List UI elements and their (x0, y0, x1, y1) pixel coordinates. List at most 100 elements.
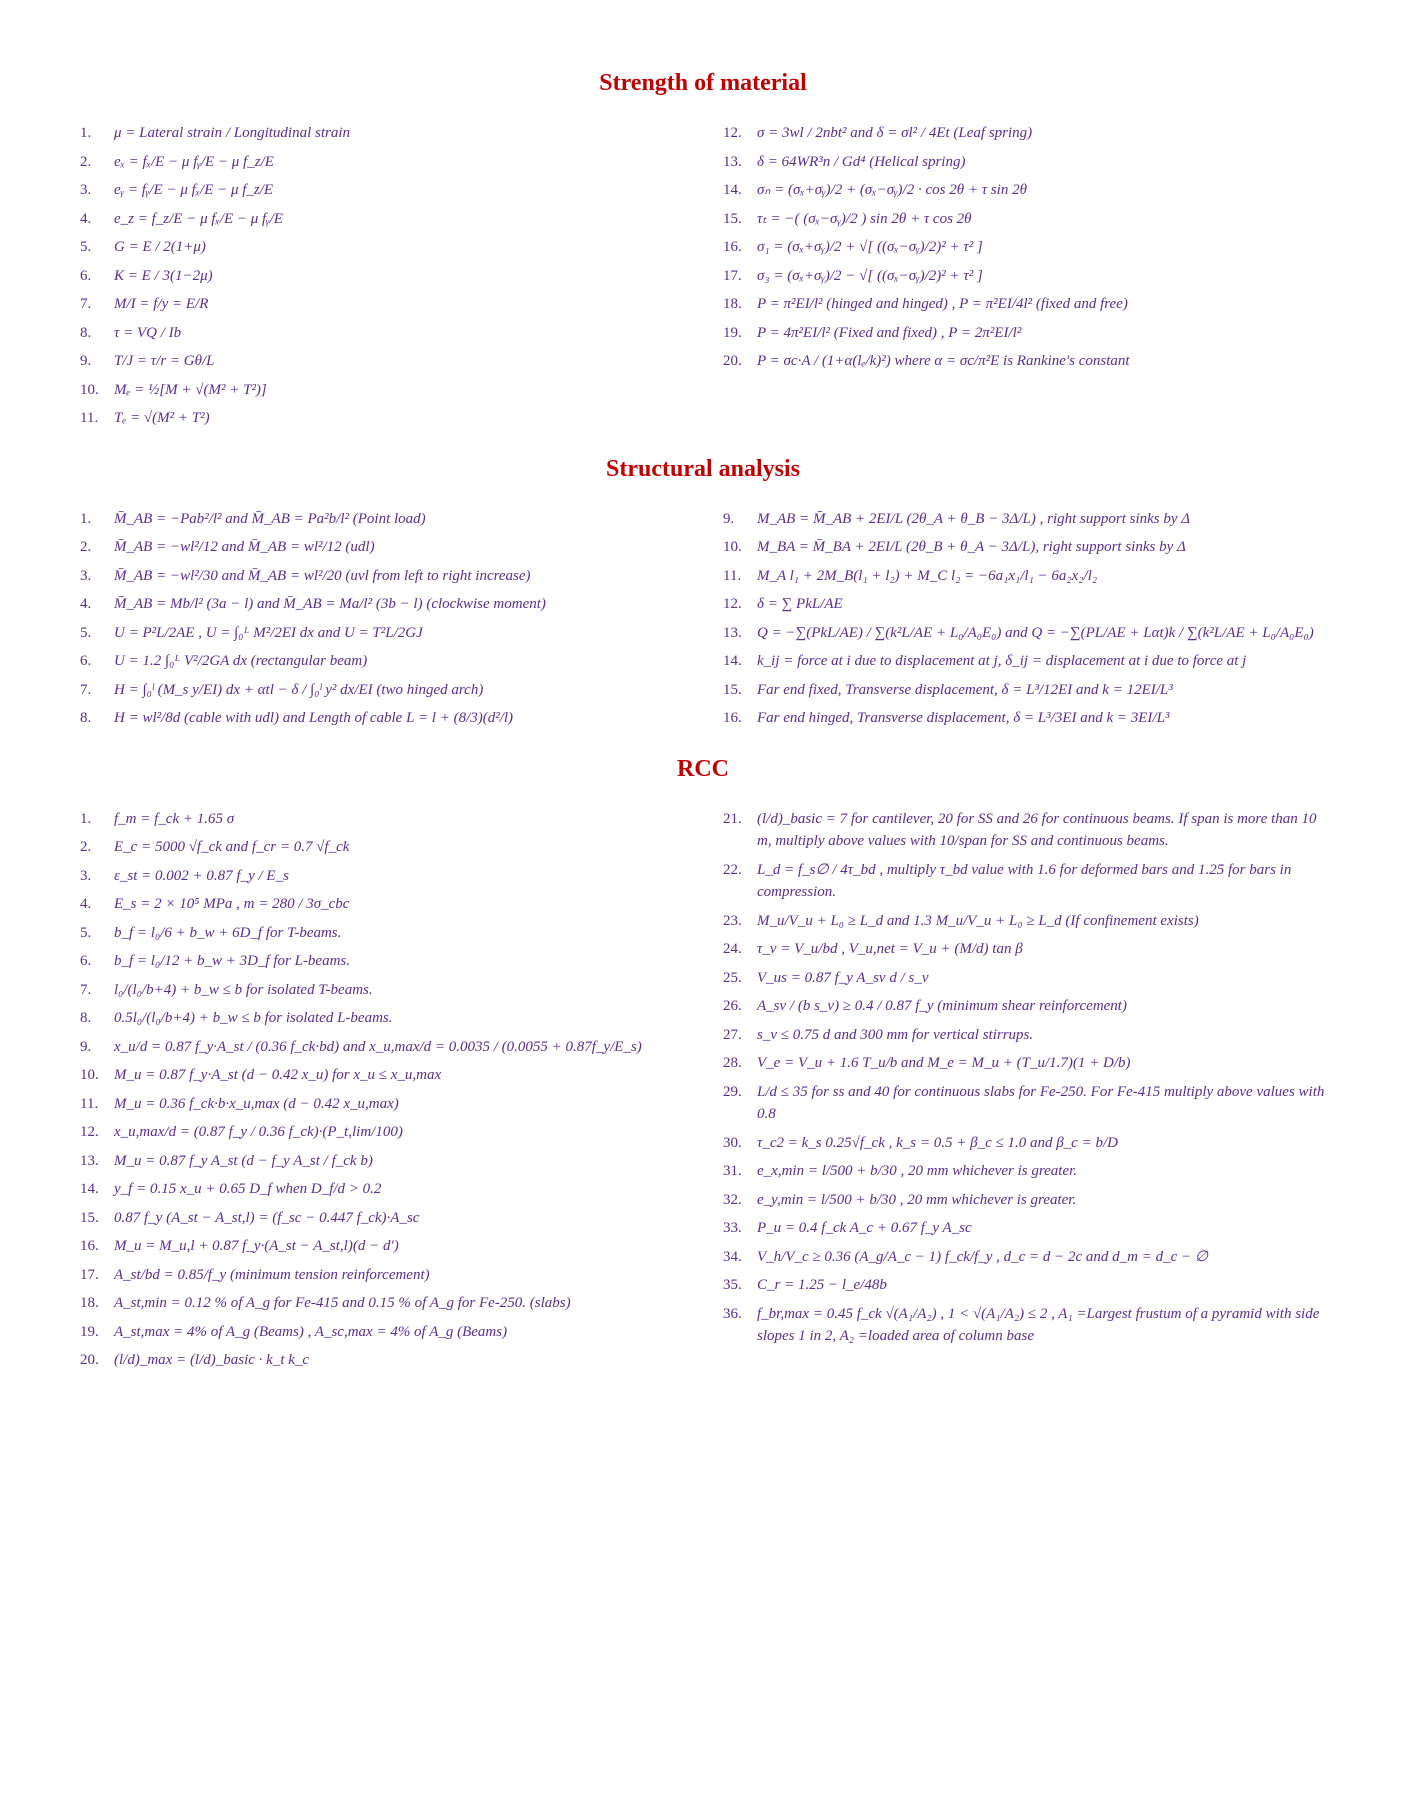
item-number: 13. (80, 1150, 114, 1173)
item-number: 32. (723, 1189, 757, 1212)
formula-item: 5.U = P²L/2AE , U = ∫₀ᴸ M²/2EI dx and U … (80, 622, 683, 645)
formula-item: 5.G = E / 2(1+μ) (80, 236, 683, 259)
item-formula: E_s = 2 × 10⁵ MPa , m = 280 / 3σ_cbc (114, 893, 349, 916)
formula-item: 23.M_u/V_u + L₀ ≥ L_d and 1.3 M_u/V_u + … (723, 910, 1326, 933)
item-formula: τ_v = V_u/bd , V_u,net = V_u + (M/d) tan… (757, 938, 1023, 961)
item-number: 3. (80, 865, 114, 888)
formula-item: 14.y_f = 0.15 x_u + 0.65 D_f when D_f/d … (80, 1178, 683, 1201)
item-formula: τ_c2 = k_s 0.25√f_ck , k_s = 0.5 + β_c ≤… (757, 1132, 1118, 1155)
item-number: 6. (80, 950, 114, 973)
item-number: 10. (723, 536, 757, 559)
formula-item: 11.M_A l₁ + 2M_B(l₁ + l₂) + M_C l₂ = −6a… (723, 565, 1326, 588)
item-number: 36. (723, 1303, 757, 1326)
item-formula: σₙ = (σₓ+σᵧ)/2 + (σₓ−σᵧ)/2 · cos 2θ + τ … (757, 179, 1027, 202)
item-number: 5. (80, 236, 114, 259)
formula-item: 4.e_z = f_z/E − μ fₓ/E − μ fᵧ/E (80, 208, 683, 231)
formula-item: 17.A_st/bd = 0.85/f_y (minimum tension r… (80, 1264, 683, 1287)
formula-item: 13.δ = 64WR³n / Gd⁴ (Helical spring) (723, 151, 1326, 174)
item-formula: M̄_AB = −Pab²/l² and M̄_AB = Pa²b/l² (Po… (114, 508, 426, 531)
item-number: 14. (723, 650, 757, 673)
item-number: 26. (723, 995, 757, 1018)
item-number: 15. (80, 1207, 114, 1230)
formula-item: 9.T/J = τ/r = Gθ/L (80, 350, 683, 373)
item-formula: 0.87 f_y (A_st − A_st,l) = (f_sc − 0.447… (114, 1207, 419, 1230)
item-number: 30. (723, 1132, 757, 1155)
formula-item: 25.V_us = 0.87 f_y A_sv d / s_v (723, 967, 1326, 990)
item-formula: A_sv / (b s_v) ≥ 0.4 / 0.87 f_y (minimum… (757, 995, 1127, 1018)
formula-item: 1.f_m = f_ck + 1.65 σ (80, 808, 683, 831)
item-formula: b_f = l₀/6 + b_w + 6D_f for T-beams. (114, 922, 341, 945)
item-formula: σ₁ = (σₓ+σᵧ)/2 + √[ ((σₓ−σᵧ)/2)² + τ² ] (757, 236, 983, 259)
formula-item: 7.l₀/(l₀/b+4) + b_w ≤ b for isolated T-b… (80, 979, 683, 1002)
section-title-sa: Structural analysis (80, 456, 1326, 483)
formula-item: 5.b_f = l₀/6 + b_w + 6D_f for T-beams. (80, 922, 683, 945)
item-number: 9. (723, 508, 757, 531)
item-number: 2. (80, 536, 114, 559)
formula-item: 19.P = 4π²EI/l² (Fixed and fixed) , P = … (723, 322, 1326, 345)
item-number: 3. (80, 179, 114, 202)
item-formula: b_f = l₀/12 + b_w + 3D_f for L-beams. (114, 950, 350, 973)
item-number: 4. (80, 893, 114, 916)
item-number: 4. (80, 593, 114, 616)
item-number: 17. (80, 1264, 114, 1287)
formula-item: 2.eₓ = fₓ/E − μ fᵧ/E − μ f_z/E (80, 151, 683, 174)
item-number: 15. (723, 679, 757, 702)
item-formula: x_u,max/d = (0.87 f_y / 0.36 f_ck)·(P_t,… (114, 1121, 403, 1144)
item-number: 9. (80, 350, 114, 373)
section-title-rcc: RCC (80, 756, 1326, 783)
formula-item: 17.σ₃ = (σₓ+σᵧ)/2 − √[ ((σₓ−σᵧ)/2)² + τ²… (723, 265, 1326, 288)
item-formula: f_br,max = 0.45 f_ck √(A₁/A₂) , 1 < √(A₁… (757, 1303, 1326, 1348)
item-formula: L/d ≤ 35 for ss and 40 for continuous sl… (757, 1081, 1326, 1126)
formula-item: 24.τ_v = V_u/bd , V_u,net = V_u + (M/d) … (723, 938, 1326, 961)
sa-right-col: 9.M_AB = M̄_AB + 2EI/L (2θ_A + θ_B − 3Δ/… (723, 508, 1326, 736)
item-formula: Far end fixed, Transverse displacement, … (757, 679, 1173, 702)
item-formula: A_st,min = 0.12 % of A_g for Fe-415 and … (114, 1292, 571, 1315)
formula-item: 12.δ = ∑ PkL/AE (723, 593, 1326, 616)
formula-item: 2.M̄_AB = −wl²/12 and M̄_AB = wl²/12 (ud… (80, 536, 683, 559)
item-formula: ε_st = 0.002 + 0.87 f_y / E_s (114, 865, 289, 888)
item-formula: δ = ∑ PkL/AE (757, 593, 843, 616)
som-right-col: 12.σ = 3wl / 2nbt² and δ = σl² / 4Et (Le… (723, 122, 1326, 436)
formula-item: 7.H = ∫₀ˡ (M_s y/EI) dx + αtl − δ / ∫₀ˡ … (80, 679, 683, 702)
item-formula: M̄_AB = Mb/l² (3a − l) and M̄_AB = Ma/l²… (114, 593, 546, 616)
formula-item: 33.P_u = 0.4 f_ck A_c + 0.67 f_y A_sc (723, 1217, 1326, 1240)
formula-item: 14.σₙ = (σₓ+σᵧ)/2 + (σₓ−σᵧ)/2 · cos 2θ +… (723, 179, 1326, 202)
item-formula: M_u = 0.87 f_y A_st (d − f_y A_st / f_ck… (114, 1150, 373, 1173)
item-number: 1. (80, 122, 114, 145)
item-number: 4. (80, 208, 114, 231)
formula-item: 7.M/I = f/y = E/R (80, 293, 683, 316)
item-formula: Tₑ = √(M² + T²) (114, 407, 210, 430)
item-number: 11. (723, 565, 757, 588)
formula-item: 9.M_AB = M̄_AB + 2EI/L (2θ_A + θ_B − 3Δ/… (723, 508, 1326, 531)
item-number: 11. (80, 407, 114, 430)
formula-item: 2.E_c = 5000 √f_ck and f_cr = 0.7 √f_ck (80, 836, 683, 859)
item-number: 1. (80, 508, 114, 531)
item-formula: e_y,min = l/500 + b/30 , 20 mm whichever… (757, 1189, 1076, 1212)
formula-item: 1.μ = Lateral strain / Longitudinal stra… (80, 122, 683, 145)
formula-item: 3.eᵧ = fᵧ/E − μ fₓ/E − μ f_z/E (80, 179, 683, 202)
item-number: 7. (80, 979, 114, 1002)
item-formula: s_v ≤ 0.75 d and 300 mm for vertical sti… (757, 1024, 1033, 1047)
item-number: 12. (723, 122, 757, 145)
formula-item: 15.0.87 f_y (A_st − A_st,l) = (f_sc − 0.… (80, 1207, 683, 1230)
formula-item: 30.τ_c2 = k_s 0.25√f_ck , k_s = 0.5 + β_… (723, 1132, 1326, 1155)
formula-item: 4.M̄_AB = Mb/l² (3a − l) and M̄_AB = Ma/… (80, 593, 683, 616)
formula-item: 16.M_u = M_u,l + 0.87 f_y·(A_st − A_st,l… (80, 1235, 683, 1258)
som-left-col: 1.μ = Lateral strain / Longitudinal stra… (80, 122, 683, 436)
formula-item: 21.(l/d)_basic = 7 for cantilever, 20 fo… (723, 808, 1326, 853)
rcc-left-col: 1.f_m = f_ck + 1.65 σ 2.E_c = 5000 √f_ck … (80, 808, 683, 1378)
formula-item: 6.b_f = l₀/12 + b_w + 3D_f for L-beams. (80, 950, 683, 973)
item-formula: L_d = f_s∅ / 4τ_bd , multiply τ_bd value… (757, 859, 1326, 904)
item-formula: M_A l₁ + 2M_B(l₁ + l₂) + M_C l₂ = −6a₁x₁… (757, 565, 1097, 588)
item-formula: eᵧ = fᵧ/E − μ fₓ/E − μ f_z/E (114, 179, 273, 202)
item-number: 10. (80, 1064, 114, 1087)
item-formula: V_us = 0.87 f_y A_sv d / s_v (757, 967, 929, 990)
formula-item: 34.V_h/V_c ≥ 0.36 (A_g/A_c − 1) f_ck/f_y… (723, 1246, 1326, 1269)
item-number: 5. (80, 622, 114, 645)
item-formula: V_h/V_c ≥ 0.36 (A_g/A_c − 1) f_ck/f_y , … (757, 1246, 1208, 1269)
formula-item: 20.P = σc·A / (1+α(lₑ/k)²) where α = σc/… (723, 350, 1326, 373)
item-formula: U = P²L/2AE , U = ∫₀ᴸ M²/2EI dx and U = … (114, 622, 423, 645)
item-formula: e_z = f_z/E − μ fₓ/E − μ fᵧ/E (114, 208, 283, 231)
item-number: 8. (80, 707, 114, 730)
formula-item: 14.k_ij = force at i due to displacement… (723, 650, 1326, 673)
